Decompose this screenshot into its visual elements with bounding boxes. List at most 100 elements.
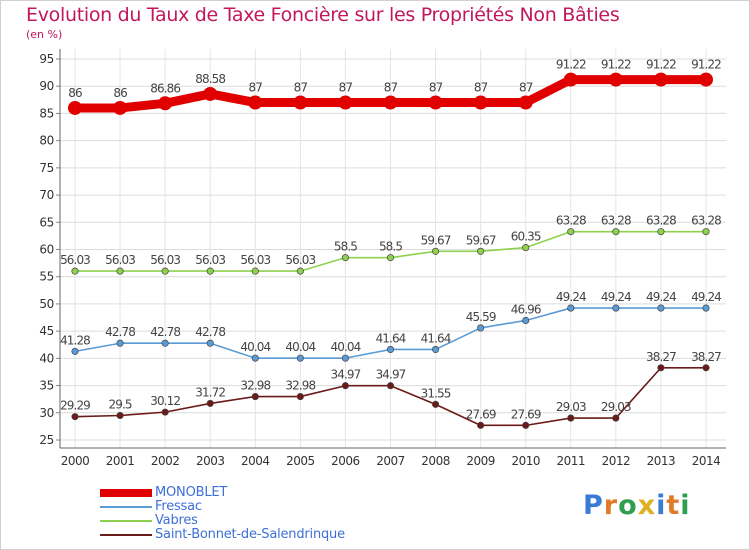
data-point xyxy=(428,95,443,110)
data-label: 29.29 xyxy=(60,399,90,413)
data-label: 86 xyxy=(113,86,127,100)
legend-item: Saint-Bonnet-de-Salendrinque xyxy=(100,528,420,542)
data-point xyxy=(293,95,308,110)
legend-label: Vabres xyxy=(155,513,198,528)
y-tick-label: 75 xyxy=(39,161,54,175)
data-label: 29.03 xyxy=(601,400,631,414)
x-tick-label: 2007 xyxy=(376,454,405,468)
y-tick-label: 40 xyxy=(39,351,54,365)
data-label: 45.59 xyxy=(466,310,496,324)
data-label: 63.28 xyxy=(556,214,586,228)
data-label: 87 xyxy=(519,81,533,95)
data-label: 59.67 xyxy=(421,233,451,247)
data-label: 40.04 xyxy=(285,340,315,354)
data-label: 41.64 xyxy=(421,331,451,345)
y-tick-label: 25 xyxy=(39,433,54,447)
data-point xyxy=(383,95,398,110)
x-tick-label: 2001 xyxy=(106,454,135,468)
data-point xyxy=(657,304,665,312)
data-point xyxy=(161,408,169,416)
data-point xyxy=(522,244,530,252)
legend-swatch xyxy=(100,489,152,497)
y-tick-label: 80 xyxy=(39,134,54,148)
data-label: 27.69 xyxy=(466,407,496,421)
data-point xyxy=(612,304,620,312)
data-label: 56.03 xyxy=(285,253,315,267)
data-label: 63.28 xyxy=(691,214,721,228)
data-point xyxy=(116,411,124,420)
data-label: 56.03 xyxy=(60,253,90,267)
logo-letter: i xyxy=(680,490,691,521)
data-label: 56.03 xyxy=(240,253,270,267)
data-point xyxy=(612,414,620,422)
data-label: 41.64 xyxy=(376,331,406,345)
data-point xyxy=(68,100,82,115)
data-point xyxy=(522,316,530,325)
x-tick-label: 2004 xyxy=(241,454,270,468)
data-label: 59.67 xyxy=(466,233,496,247)
data-point xyxy=(341,354,349,362)
y-tick-label: 60 xyxy=(39,243,54,257)
data-label: 87 xyxy=(294,81,308,95)
legend-item: Vabres xyxy=(100,514,420,528)
legend-item: MONOBLET xyxy=(100,486,420,500)
data-point xyxy=(113,100,128,115)
data-point xyxy=(653,72,668,87)
data-point xyxy=(477,247,485,255)
data-label: 40.04 xyxy=(240,340,270,354)
x-tick-label: 2014 xyxy=(692,454,721,468)
data-point xyxy=(341,254,349,262)
data-point xyxy=(702,364,710,372)
data-point xyxy=(296,354,304,362)
data-point xyxy=(699,72,713,87)
x-tick-label: 2013 xyxy=(647,454,676,468)
data-label: 56.03 xyxy=(195,253,225,267)
x-tick-label: 2012 xyxy=(602,454,631,468)
data-point xyxy=(432,400,440,408)
legend-swatch xyxy=(100,506,152,508)
x-tick-label: 2006 xyxy=(331,454,360,468)
y-tick-label: 35 xyxy=(39,379,54,393)
data-label: 49.24 xyxy=(691,290,721,304)
data-point xyxy=(608,72,623,87)
y-tick-label: 90 xyxy=(39,79,54,93)
data-label: 31.55 xyxy=(421,386,451,400)
data-label: 63.28 xyxy=(646,214,676,228)
data-label: 87 xyxy=(384,81,398,95)
data-label: 87 xyxy=(474,81,488,95)
data-label: 32.98 xyxy=(240,379,270,393)
legend-label: Saint-Bonnet-de-Salendrinque xyxy=(155,527,345,542)
x-tick-label: 2005 xyxy=(286,454,315,468)
data-label: 29.5 xyxy=(109,398,132,412)
data-point xyxy=(206,399,214,407)
data-label: 87 xyxy=(429,81,443,95)
legend-label: MONOBLET xyxy=(155,485,228,500)
data-point xyxy=(567,228,575,236)
data-label: 87 xyxy=(249,81,263,95)
chart-subtitle: (en %) xyxy=(26,28,63,41)
data-point xyxy=(522,421,530,429)
data-point xyxy=(296,393,304,401)
legend-label: Fressac xyxy=(155,499,202,514)
data-point xyxy=(432,345,440,353)
data-label: 42.78 xyxy=(105,325,135,339)
data-label: 40.04 xyxy=(330,340,360,354)
x-tick-label: 2000 xyxy=(61,454,90,468)
data-label: 41.28 xyxy=(60,333,90,347)
x-tick-label: 2009 xyxy=(466,454,495,468)
data-label: 46.96 xyxy=(511,302,541,316)
data-label: 91.22 xyxy=(646,58,676,72)
data-point xyxy=(158,96,173,111)
data-label: 49.24 xyxy=(646,290,676,304)
y-tick-label: 65 xyxy=(39,215,54,229)
data-label: 27.69 xyxy=(511,407,541,421)
data-label: 49.24 xyxy=(601,290,631,304)
logo-letter: o xyxy=(618,490,638,521)
x-tick-label: 2003 xyxy=(196,454,225,468)
data-label: 31.72 xyxy=(195,385,225,399)
data-label: 88.58 xyxy=(195,72,225,86)
proxiti-logo: Proxiti xyxy=(583,490,691,521)
y-tick-label: 50 xyxy=(39,297,54,311)
chart-legend: MONOBLET Fressac Vabres Saint-Bonnet-de-Sal… xyxy=(100,486,420,542)
